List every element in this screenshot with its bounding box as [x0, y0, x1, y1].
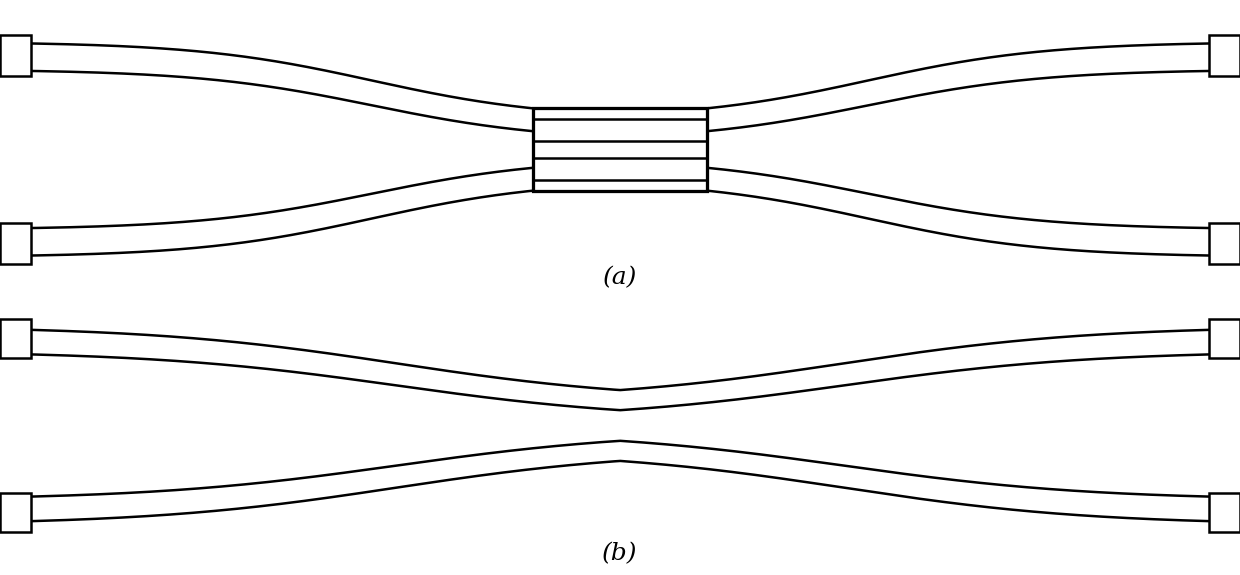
Bar [0, 319, 31, 358]
Bar [1209, 223, 1240, 264]
Bar [0, 223, 31, 264]
Bar [533, 108, 707, 191]
Bar [0, 493, 31, 532]
Bar [0, 35, 31, 76]
Bar [1209, 319, 1240, 358]
Bar [1209, 35, 1240, 76]
Bar [1209, 493, 1240, 532]
Text: (a): (a) [603, 266, 637, 289]
Text: (b): (b) [603, 542, 637, 565]
